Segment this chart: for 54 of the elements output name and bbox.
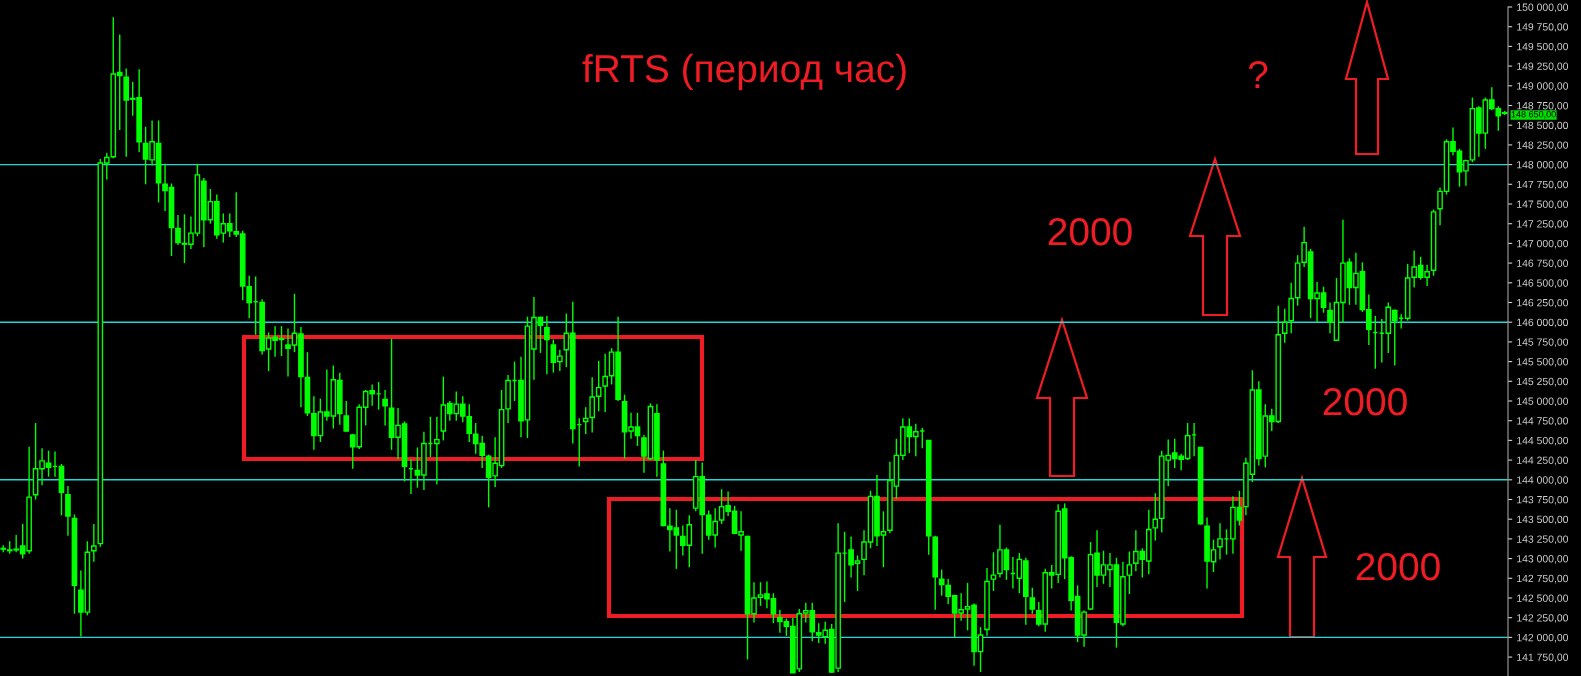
text: fRTS (период час) [582, 53, 906, 91]
candlestick [175, 214, 181, 246]
y-tick-label: 142 500,00 [1517, 594, 1569, 604]
y-tick-label: 147 000,00 [1517, 239, 1569, 249]
y-tick-label: 148 250,00 [1517, 141, 1569, 150]
candlestick [65, 485, 71, 537]
text: 148 650,00 [1511, 111, 1556, 119]
y-tick-label: 148 750,00 [1517, 102, 1569, 111]
y-tick-label: 144 000,00 [1517, 476, 1569, 485]
candlestick [602, 353, 608, 413]
y-tick-label: 143 000,00 [1517, 555, 1569, 564]
y-tick-label: 148 000,00 [1517, 161, 1569, 170]
y-tick-label: 149 250,00 [1517, 62, 1569, 72]
annotation: ? [1248, 60, 1268, 89]
candlestick [1288, 282, 1295, 334]
candlestick [938, 568, 945, 597]
y-tick-label: 142 750,00 [1517, 574, 1569, 584]
annotation: 2000 [1048, 217, 1132, 246]
y-tick-label: 144 250,00 [1517, 456, 1569, 466]
candlestick [1281, 308, 1288, 344]
y-tick-label: 145 500,00 [1517, 358, 1569, 367]
y-tick-label: 148 500,00 [1517, 121, 1569, 131]
y-tick-label: 141 750,00 [1517, 653, 1569, 663]
y-tick-label: 146 250,00 [1517, 299, 1569, 308]
annotation: 2000 [1356, 552, 1440, 581]
y-tick-label: 142 000,00 [1517, 633, 1569, 643]
y-tick-label: 143 250,00 [1517, 535, 1569, 544]
candlestick [1126, 550, 1133, 595]
y-tick-label: 143 750,00 [1517, 495, 1569, 505]
y-tick-label: 146 000,00 [1517, 318, 1569, 328]
y-tick-label: 145 000,00 [1517, 397, 1569, 407]
annotation: 2000 [1323, 387, 1407, 416]
y-tick-label: 143 500,00 [1517, 515, 1569, 525]
y-tick-label: 146 750,00 [1517, 259, 1569, 269]
candlestick [382, 389, 388, 427]
y-tick-label: 150 000,00 [1517, 3, 1569, 13]
y-tick-label: 149 750,00 [1517, 23, 1569, 32]
candlestick [544, 315, 550, 375]
y-tick-label: 145 250,00 [1517, 377, 1569, 387]
y-tick-label: 142 250,00 [1517, 614, 1569, 623]
candlestick [343, 400, 350, 433]
y-tick-label: 144 750,00 [1517, 417, 1569, 426]
candlestick [1029, 587, 1036, 615]
candlestick [91, 523, 97, 563]
y-tick-label: 147 750,00 [1517, 180, 1569, 190]
y-tick-label: 146 500,00 [1517, 279, 1569, 288]
y-tick-label: 147 500,00 [1517, 200, 1569, 210]
candlestick [990, 551, 997, 592]
y-tick-label: 149 500,00 [1517, 42, 1569, 52]
y-tick-label: 144 500,00 [1517, 436, 1569, 446]
candlestick [582, 406, 589, 435]
y-tick-label: 147 250,00 [1517, 220, 1569, 229]
y-tick-label: 145 750,00 [1517, 338, 1569, 347]
y-tick-label: 149 000,00 [1517, 82, 1569, 91]
